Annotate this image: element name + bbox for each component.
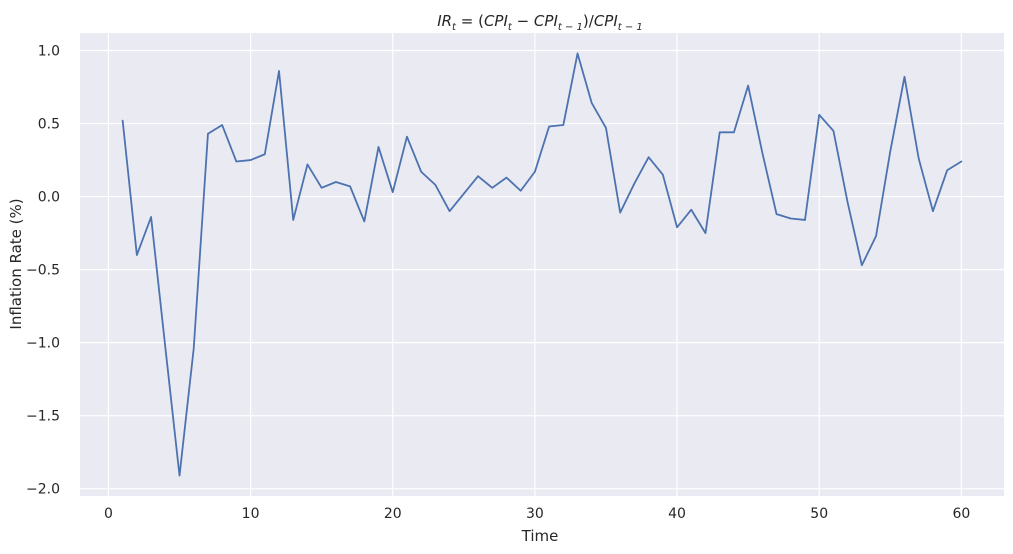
y-gridlines bbox=[80, 49, 1004, 490]
x-tick-label: 40 bbox=[668, 506, 686, 522]
y-tick-label: −0.5 bbox=[26, 263, 60, 279]
inflation-rate-line bbox=[121, 52, 963, 477]
plot-area bbox=[80, 33, 1004, 496]
x-tick-labels: 0 10 20 30 40 50 60 bbox=[104, 506, 970, 522]
y-tick-label: 1.0 bbox=[38, 44, 60, 60]
chart-title: IRt = (CPIt − CPIt − 1)/CPIt − 1 bbox=[437, 12, 643, 33]
x-tick-label: 20 bbox=[384, 506, 402, 522]
y-tick-labels: −2.0 −1.5 −1.0 −0.5 0.0 0.5 1.0 bbox=[26, 44, 60, 498]
y-axis-label: Inflation Rate (%) bbox=[7, 198, 25, 329]
x-gridlines bbox=[107, 33, 962, 496]
y-tick-label: 0.5 bbox=[38, 117, 60, 133]
y-tick-label: −1.0 bbox=[26, 336, 60, 352]
x-tick-label: 0 bbox=[104, 506, 113, 522]
x-axis-label: Time bbox=[521, 527, 559, 545]
x-tick-label: 30 bbox=[526, 506, 544, 522]
x-tick-label: 10 bbox=[242, 506, 260, 522]
y-tick-label: −2.0 bbox=[26, 482, 60, 498]
y-tick-label: 0.0 bbox=[38, 190, 60, 206]
y-tick-label: −1.5 bbox=[26, 409, 60, 425]
x-tick-label: 50 bbox=[810, 506, 828, 522]
x-tick-label: 60 bbox=[952, 506, 970, 522]
